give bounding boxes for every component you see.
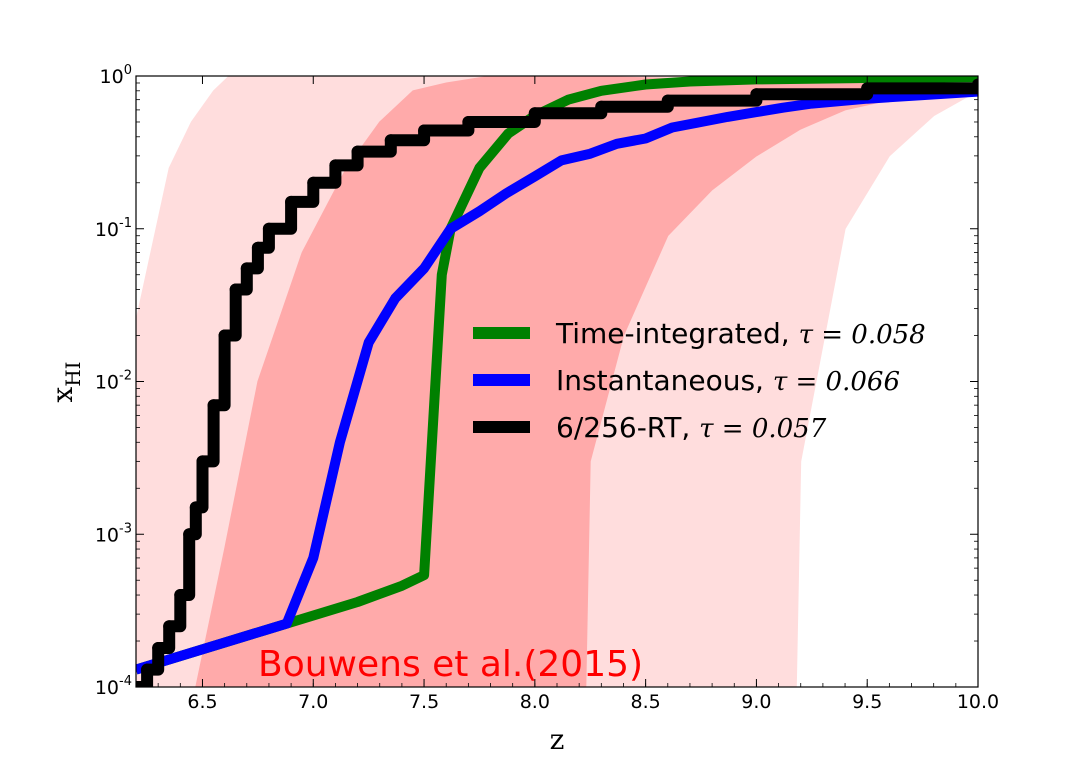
legend-series-name: 6/256-RT, <box>556 411 699 444</box>
series-line-instantaneous <box>136 86 978 675</box>
y-axis-label: xHI <box>46 361 85 402</box>
series-point-6-256-rt <box>251 241 264 254</box>
y-tick-exp: -1 <box>119 216 132 231</box>
y-tick-base: 10 <box>95 677 119 699</box>
legend-tau: τ = 0.066 <box>773 367 900 397</box>
y-tick-label: 10-3 <box>95 521 132 546</box>
legend-label: Time-integrated, τ = 0.058 <box>555 317 926 350</box>
legend: Time-integrated, τ = 0.058 Instantaneous,… <box>473 317 926 444</box>
series-lines <box>136 76 978 687</box>
svg-text:xHI: xHI <box>46 361 85 402</box>
legend-tau: τ = 0.057 <box>699 414 827 444</box>
series-line-time-integrated <box>136 76 978 675</box>
series-point-6-256-rt <box>189 501 202 514</box>
series-point-6-256-rt <box>528 107 541 120</box>
y-tick-label: 100 <box>100 63 132 88</box>
y-tick-exp: -4 <box>119 674 132 689</box>
x-tick-label: 8.0 <box>520 691 550 713</box>
x-tick-label: 7.5 <box>409 691 439 713</box>
series-point-6-256-rt <box>351 145 364 158</box>
band-inner <box>195 76 978 687</box>
bouwens-annotation: Bouwens et al.(2015) <box>258 644 643 685</box>
x-axis-label: z <box>550 723 565 756</box>
y-tick-exp: -3 <box>119 521 132 536</box>
x-tick-label: 7.0 <box>298 691 328 713</box>
series-point-6-256-rt <box>307 176 320 189</box>
legend-entry-time-integrated: Time-integrated, τ = 0.058 <box>473 317 926 350</box>
x-tick-labels: 6.5 7.0 7.5 8.0 8.5 9.0 9.5 10.0 <box>187 691 999 713</box>
series-point-6-256-rt <box>285 195 298 208</box>
series-point-6-256-rt <box>262 222 275 235</box>
series-point-6-256-rt <box>196 455 209 468</box>
x-tick-label: 9.0 <box>741 691 771 713</box>
y-tick-exp: 0 <box>124 63 132 78</box>
y-tick-label: 10-4 <box>95 674 132 699</box>
legend-entry-instantaneous: Instantaneous, τ = 0.066 <box>473 364 900 397</box>
legend-label: 6/256-RT, τ = 0.057 <box>556 411 827 444</box>
y-tick-exp: -2 <box>119 369 132 384</box>
series-point-6-256-rt <box>661 94 674 107</box>
series-point-6-256-rt <box>207 399 220 412</box>
y-axis-label-main: x <box>46 387 79 403</box>
legend-tau: τ = 0.058 <box>799 320 926 350</box>
y-tick-label: 10-2 <box>95 369 132 394</box>
series-point-6-256-rt <box>218 329 231 342</box>
y-tick-label: 10-1 <box>95 216 132 241</box>
series-point-6-256-rt <box>462 116 475 128</box>
series-point-6-256-rt <box>136 681 142 687</box>
y-tick-base: 10 <box>95 524 119 546</box>
series-point-6-256-rt <box>329 159 342 172</box>
series-point-6-256-rt <box>861 82 874 95</box>
y-axis-label-sub: HI <box>61 361 85 386</box>
series-point-6-256-rt <box>183 528 196 541</box>
legend-label: Instantaneous, τ = 0.066 <box>556 364 900 397</box>
y-tick-base: 10 <box>95 372 119 394</box>
y-tick-base: 10 <box>100 66 124 88</box>
x-tick-label: 6.5 <box>187 691 217 713</box>
series-point-6-256-rt <box>418 124 431 137</box>
series-point-6-256-rt <box>595 100 608 113</box>
series-point-6-256-rt <box>174 589 187 601</box>
series-point-6-256-rt <box>750 88 763 101</box>
legend-series-name: Instantaneous, <box>556 364 773 397</box>
y-tick-base: 10 <box>95 219 119 241</box>
series-point-6-256-rt <box>384 134 397 147</box>
series-point-6-256-rt <box>163 620 176 633</box>
series-point-6-256-rt <box>972 78 978 91</box>
legend-series-name: Time-integrated, <box>555 317 799 350</box>
axis-ticks <box>135 75 979 688</box>
series-point-6-256-rt <box>229 283 242 296</box>
x-tick-label: 8.5 <box>631 691 661 713</box>
x-tick-label: 9.5 <box>852 691 882 713</box>
bouwens-bands <box>136 76 978 687</box>
legend-entry-6-256-rt: 6/256-RT, τ = 0.057 <box>473 411 827 444</box>
series-point-6-256-rt <box>152 642 165 654</box>
series-point-6-256-rt <box>141 663 154 676</box>
series-point-6-256-rt <box>240 262 253 275</box>
x-tick-label: 10.0 <box>957 691 999 713</box>
